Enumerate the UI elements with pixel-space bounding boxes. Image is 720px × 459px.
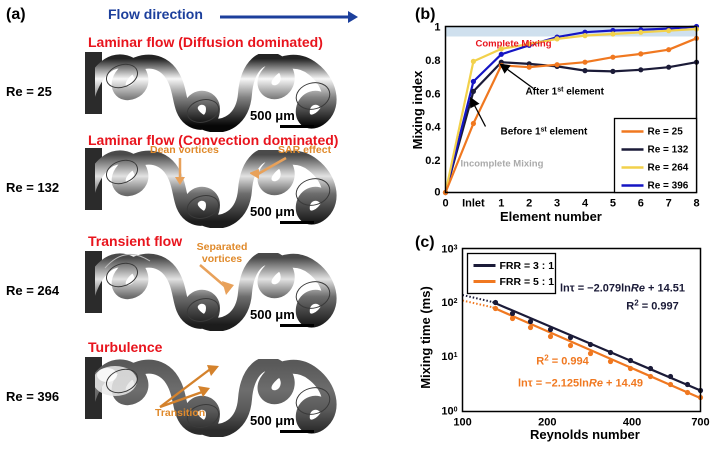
svg-text:7: 7 [666, 198, 672, 210]
svg-text:1: 1 [498, 198, 504, 210]
svg-text:101: 101 [441, 351, 457, 363]
svg-text:lnτ = −2.125lnRe + 14.49: lnτ = −2.125lnRe + 14.49 [518, 378, 643, 390]
svg-text:Incomplete Mixing: Incomplete Mixing [461, 159, 544, 170]
svg-text:100: 100 [453, 417, 471, 429]
svg-text:4: 4 [582, 198, 589, 210]
svg-text:R2 = 0.997: R2 = 0.997 [626, 298, 678, 313]
svg-text:0.6: 0.6 [425, 88, 440, 100]
svg-text:103: 103 [441, 244, 457, 256]
svg-text:700: 700 [691, 417, 709, 429]
svg-text:2: 2 [526, 198, 532, 210]
svg-text:8: 8 [693, 198, 699, 210]
svg-text:Re = 132: Re = 132 [648, 145, 689, 156]
svg-text:5: 5 [610, 198, 616, 210]
svg-text:Re = 396: Re = 396 [648, 181, 689, 192]
svg-text:400: 400 [623, 417, 641, 429]
svg-text:After 1st element: After 1st element [526, 86, 605, 98]
svg-text:0.4: 0.4 [425, 122, 441, 134]
svg-text:1: 1 [434, 22, 440, 34]
svg-text:0.2: 0.2 [425, 155, 440, 167]
svg-text:0: 0 [434, 187, 440, 199]
svg-text:R2 = 0.994: R2 = 0.994 [536, 353, 589, 368]
svg-text:Inlet: Inlet [462, 198, 485, 210]
svg-text:Complete Mixing: Complete Mixing [476, 39, 552, 50]
svg-text:Re = 25: Re = 25 [648, 127, 684, 138]
svg-text:6: 6 [638, 198, 644, 210]
svg-text:0: 0 [442, 198, 448, 210]
svg-text:3: 3 [554, 198, 560, 210]
svg-text:0.8: 0.8 [425, 55, 440, 67]
svg-text:lnτ = −2.079lnRe + 14.51: lnτ = −2.079lnRe + 14.51 [560, 283, 685, 295]
svg-text:FRR = 3 : 1: FRR = 3 : 1 [500, 260, 555, 272]
svg-text:200: 200 [538, 417, 556, 429]
svg-text:102: 102 [441, 297, 457, 309]
svg-text:Re = 264: Re = 264 [648, 163, 689, 174]
svg-text:Before 1st element: Before 1st element [501, 126, 588, 138]
svg-text:FRR = 5 : 1: FRR = 5 : 1 [500, 276, 555, 288]
